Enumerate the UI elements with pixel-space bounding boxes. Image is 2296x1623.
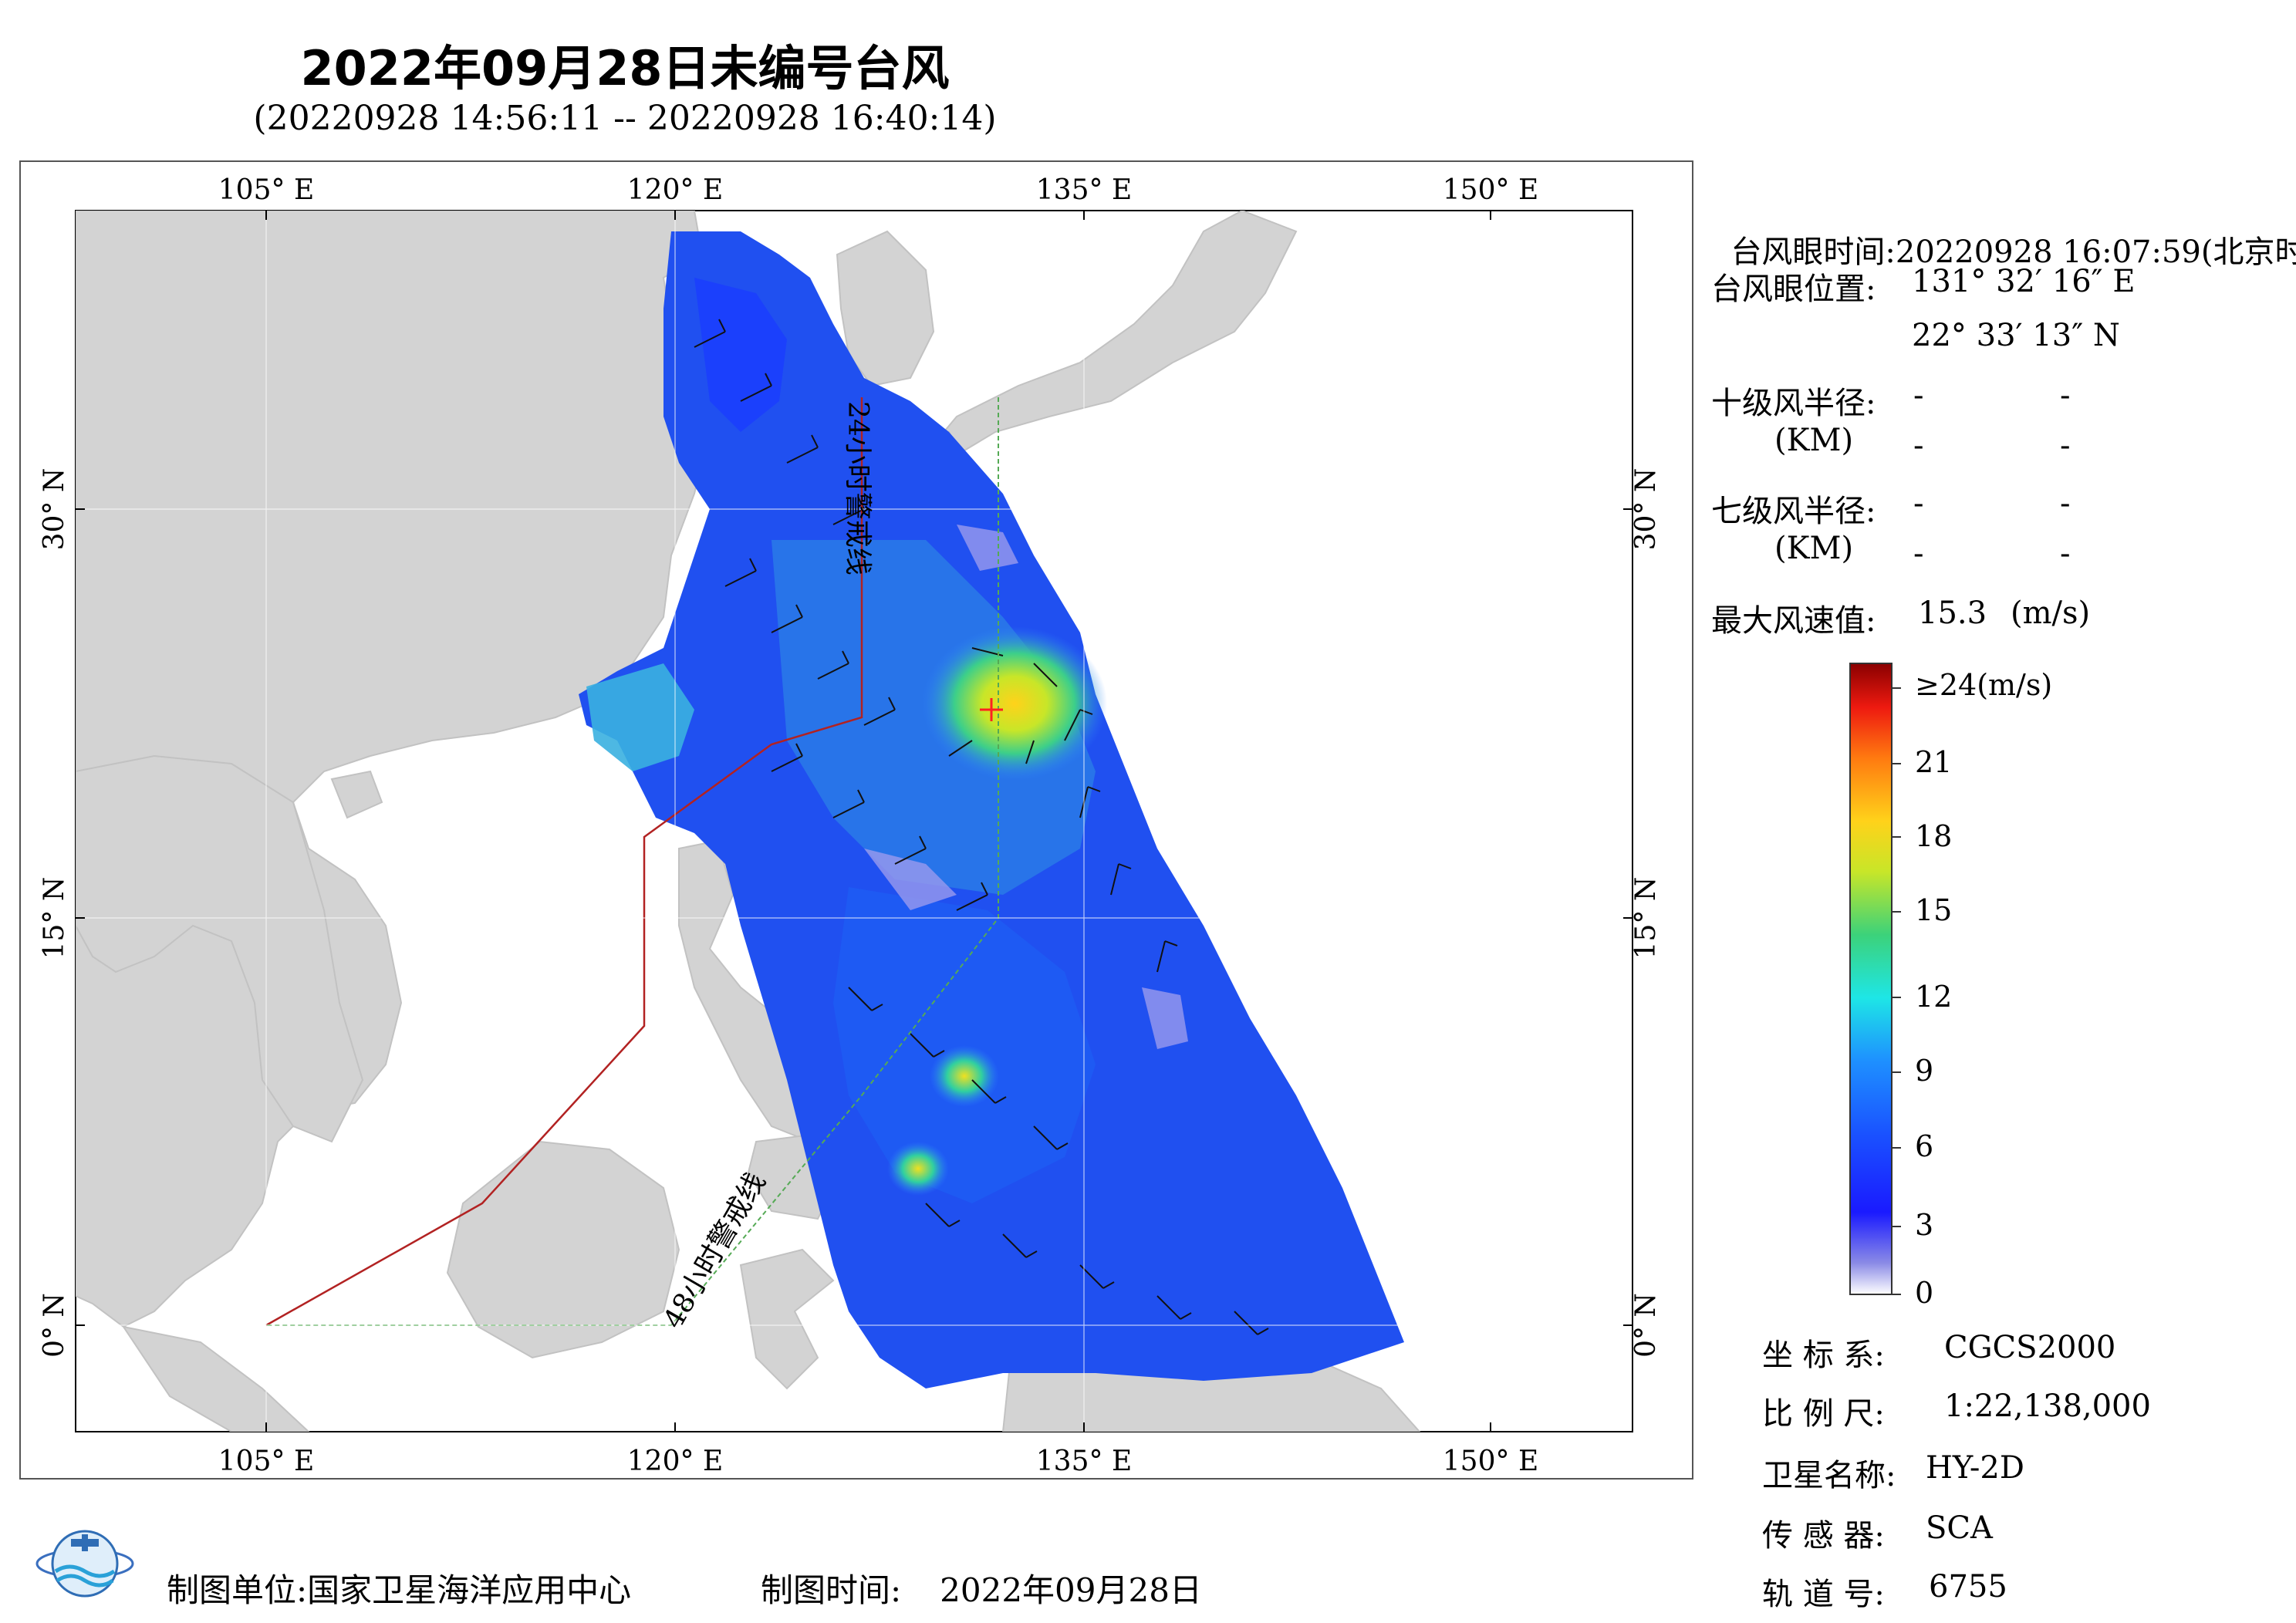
scale-label: 比 例 尺:	[1762, 1396, 1885, 1432]
colorbar-ticks	[1892, 687, 1901, 1295]
max-wind-value: 15.3	[1918, 596, 1987, 631]
r7-dash-2: -	[2060, 486, 2071, 521]
eye-pos-label: 台风眼位置:	[1711, 272, 1876, 307]
orbit-value: 6755	[1929, 1569, 2007, 1604]
r7-dash-3: -	[1913, 536, 1924, 572]
graticule	[76, 211, 1633, 1432]
lon-label-top-135: 135° E	[1036, 174, 1132, 206]
lat-label-right-15: 15° N	[1630, 877, 1662, 960]
eye-lon-value: 131° 32′ 16″ E	[1912, 264, 2136, 299]
lat-label-left-30: 30° N	[39, 468, 70, 551]
colorbar-label-12: 12	[1915, 980, 1953, 1014]
date-label: 制图时间:	[761, 1571, 902, 1609]
lon-label-bottom-105: 105° E	[218, 1446, 314, 1477]
lon-label-bottom-135: 135° E	[1036, 1446, 1132, 1477]
colorbar-label-24: ≥24(m/s)	[1915, 668, 2053, 702]
eye-time-row: 台风眼时间:20220928 16:07:59(北京时)	[1711, 191, 2296, 272]
sensor-value: SCA	[1926, 1510, 1993, 1546]
lon-label-top-150: 150° E	[1443, 174, 1538, 206]
colorbar-label-18: 18	[1915, 819, 1953, 853]
eye-time-label: 台风眼时间:	[1730, 235, 1896, 270]
warning-line-24h	[265, 397, 863, 1327]
warning-line-24h-label: 24小时警戒线	[842, 401, 873, 575]
lat-label-right-30: 30° N	[1630, 468, 1662, 551]
r10-unit: (KM)	[1774, 423, 1854, 458]
crs-label: 坐 标 系:	[1762, 1338, 1885, 1373]
scale-value: 1:22,138,000	[1944, 1388, 2151, 1424]
r7-dash-4: -	[2060, 536, 2071, 572]
typhoon-eye-marker	[980, 698, 1003, 721]
r10-label: 十级风半径:	[1711, 386, 1876, 421]
r7-label: 七级风半径:	[1711, 494, 1876, 529]
max-wind-unit: (m/s)	[2011, 596, 2091, 631]
sensor-label: 传 感 器:	[1762, 1518, 1885, 1554]
max-wind-label: 最大风速值:	[1711, 603, 1876, 639]
lat-label-right-0: 0° N	[1630, 1293, 1662, 1358]
map-subtitle: (20220928 14:56:11 -- 20220928 16:40:14)	[253, 99, 997, 138]
date-value: 2022年09月28日	[940, 1571, 1202, 1609]
satellite-label: 卫星名称:	[1762, 1458, 1896, 1493]
r10-dash-2: -	[2060, 378, 2071, 413]
warning-line-48h	[266, 397, 999, 1326]
colorbar-label-3: 3	[1915, 1208, 1934, 1242]
colorbar-label-9: 9	[1915, 1054, 1934, 1088]
lon-label-top-105: 105° E	[218, 174, 314, 206]
wind-speed-swath	[579, 231, 1404, 1388]
colorbar-label-0: 0	[1915, 1276, 1934, 1310]
colorbar-label-6: 6	[1915, 1129, 1934, 1163]
producer-value: 国家卫星海洋应用中心	[307, 1571, 632, 1609]
land-masses	[76, 211, 1421, 1432]
colorbar-label-15: 15	[1915, 893, 1953, 927]
r10-dash-3: -	[1913, 428, 1924, 464]
lat-label-left-0: 0° N	[39, 1293, 70, 1358]
orbit-label: 轨 道 号:	[1762, 1577, 1885, 1612]
r7-dash-1: -	[1913, 486, 1924, 521]
nsoas-logo-icon	[35, 1530, 134, 1598]
satellite-value: HY-2D	[1926, 1450, 2024, 1486]
lon-label-bottom-120: 120° E	[627, 1446, 723, 1477]
lat-label-left-15: 15° N	[39, 877, 70, 960]
wind-barbs	[694, 319, 1269, 1335]
map-title: 2022年09月28日未编号台风	[300, 40, 950, 96]
eye-lat-value: 22° 33′ 13″ N	[1912, 318, 2120, 353]
crs-value: CGCS2000	[1944, 1330, 2116, 1365]
colorbar-label-21: 21	[1915, 745, 1953, 779]
r10-dash-1: -	[1913, 378, 1924, 413]
axis-ticks	[76, 211, 1633, 1432]
eye-time-value: 20220928 16:07:59(北京时)	[1895, 235, 2296, 270]
lon-label-top-120: 120° E	[627, 174, 723, 206]
colorbar	[1849, 663, 1893, 1295]
producer-row: 制图单位:国家卫星海洋应用中心	[167, 1564, 631, 1611]
date-row: 制图时间: 2022年09月28日	[761, 1564, 1202, 1611]
r10-dash-4: -	[2060, 428, 2071, 464]
lon-label-bottom-150: 150° E	[1443, 1446, 1538, 1477]
map-frame	[19, 160, 1693, 1480]
r7-unit: (KM)	[1774, 531, 1854, 566]
producer-label: 制图单位:	[167, 1571, 308, 1609]
